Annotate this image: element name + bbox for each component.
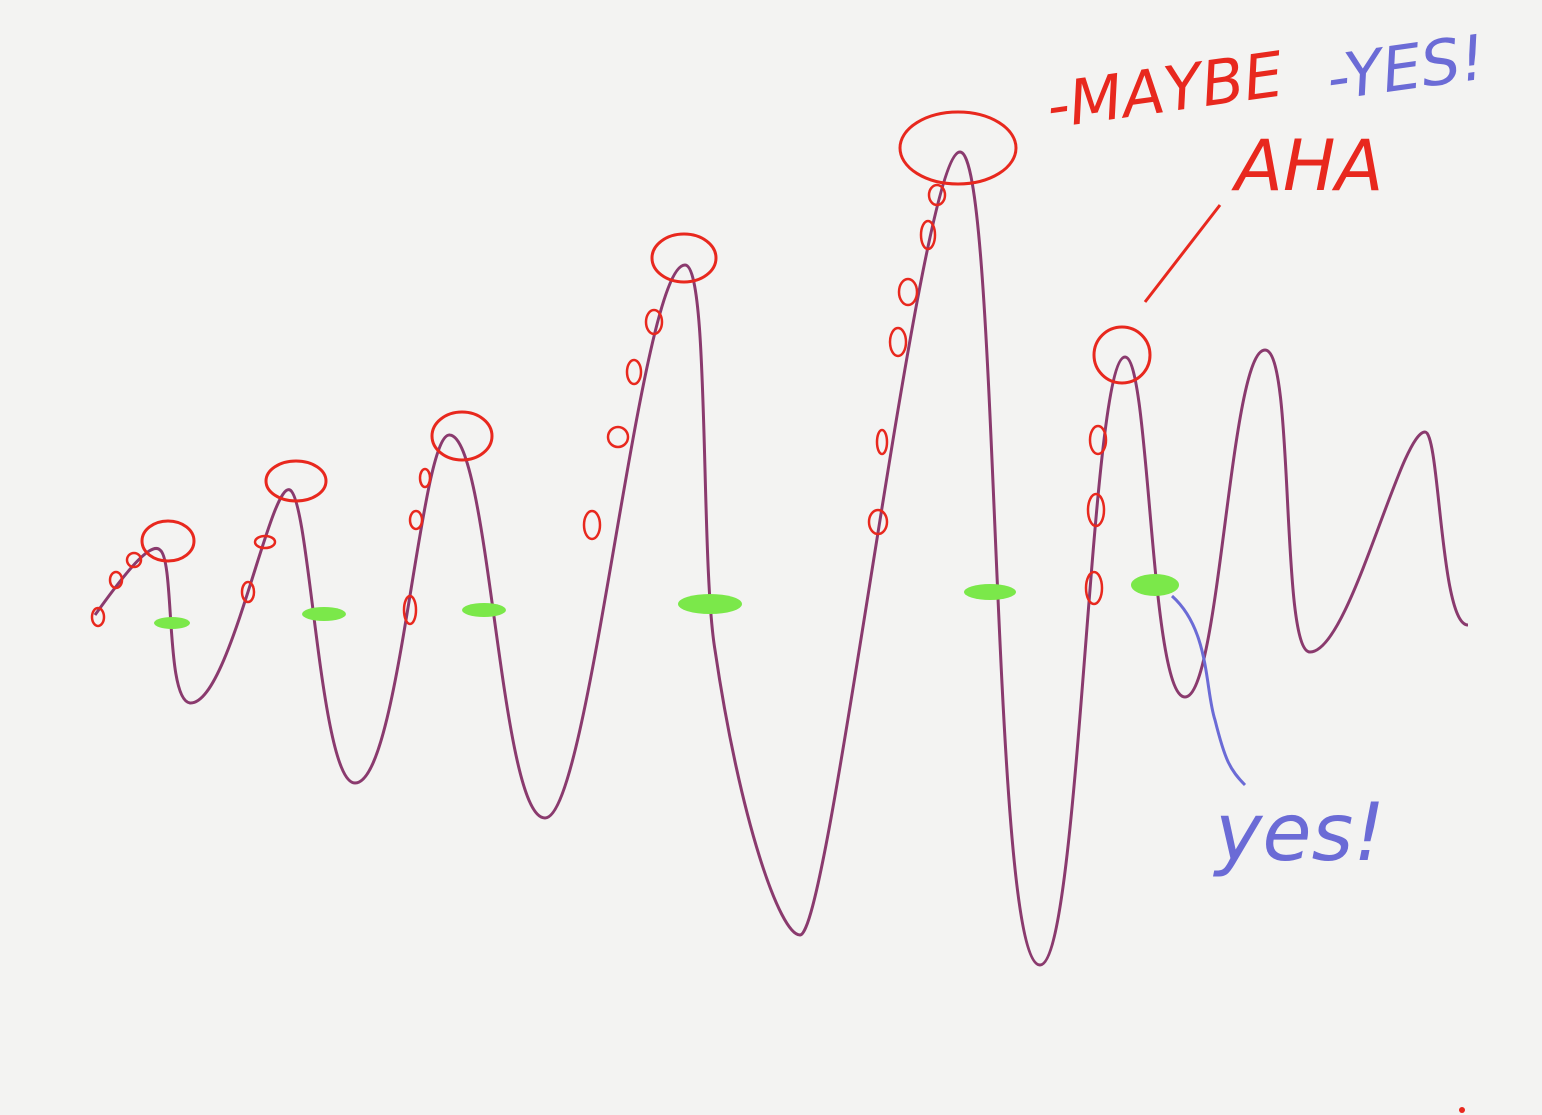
peak-circle [1092, 325, 1152, 385]
loop [1084, 570, 1104, 606]
loop [402, 594, 418, 626]
loop [1088, 424, 1108, 456]
loop [125, 551, 143, 569]
peak-circle [650, 232, 718, 284]
peak-circle [898, 110, 1018, 186]
loop [606, 425, 630, 449]
dot [1459, 1107, 1465, 1113]
peak-circles [140, 110, 1152, 563]
loop [253, 534, 277, 550]
green-mark [154, 617, 190, 629]
green-mark [678, 594, 742, 614]
loop [897, 277, 919, 307]
small-loops [90, 183, 1108, 628]
peak-circle [264, 459, 328, 503]
loop [418, 467, 432, 489]
loop [919, 219, 937, 251]
loop [888, 326, 908, 358]
peak-circle [140, 519, 196, 563]
green-mark [964, 584, 1016, 600]
green-mark [462, 603, 506, 617]
loop [408, 509, 424, 531]
loop [927, 183, 947, 207]
loop [1086, 492, 1106, 528]
annotation-aha: AHA [1231, 125, 1383, 207]
yes-pointer [1170, 594, 1247, 787]
loop [625, 358, 643, 386]
green-mark [302, 607, 346, 621]
green-marks [154, 574, 1179, 629]
loop [875, 428, 889, 456]
annotation-yes: yes! [1213, 786, 1385, 879]
aha-pointer [1143, 204, 1222, 303]
loop [90, 606, 106, 628]
peak-circle [430, 410, 494, 462]
loop [867, 508, 889, 536]
loop [582, 509, 602, 541]
wave [93, 150, 1469, 967]
loop [240, 580, 256, 604]
loop [644, 308, 664, 336]
loop [108, 570, 124, 590]
green-mark [1131, 574, 1179, 596]
